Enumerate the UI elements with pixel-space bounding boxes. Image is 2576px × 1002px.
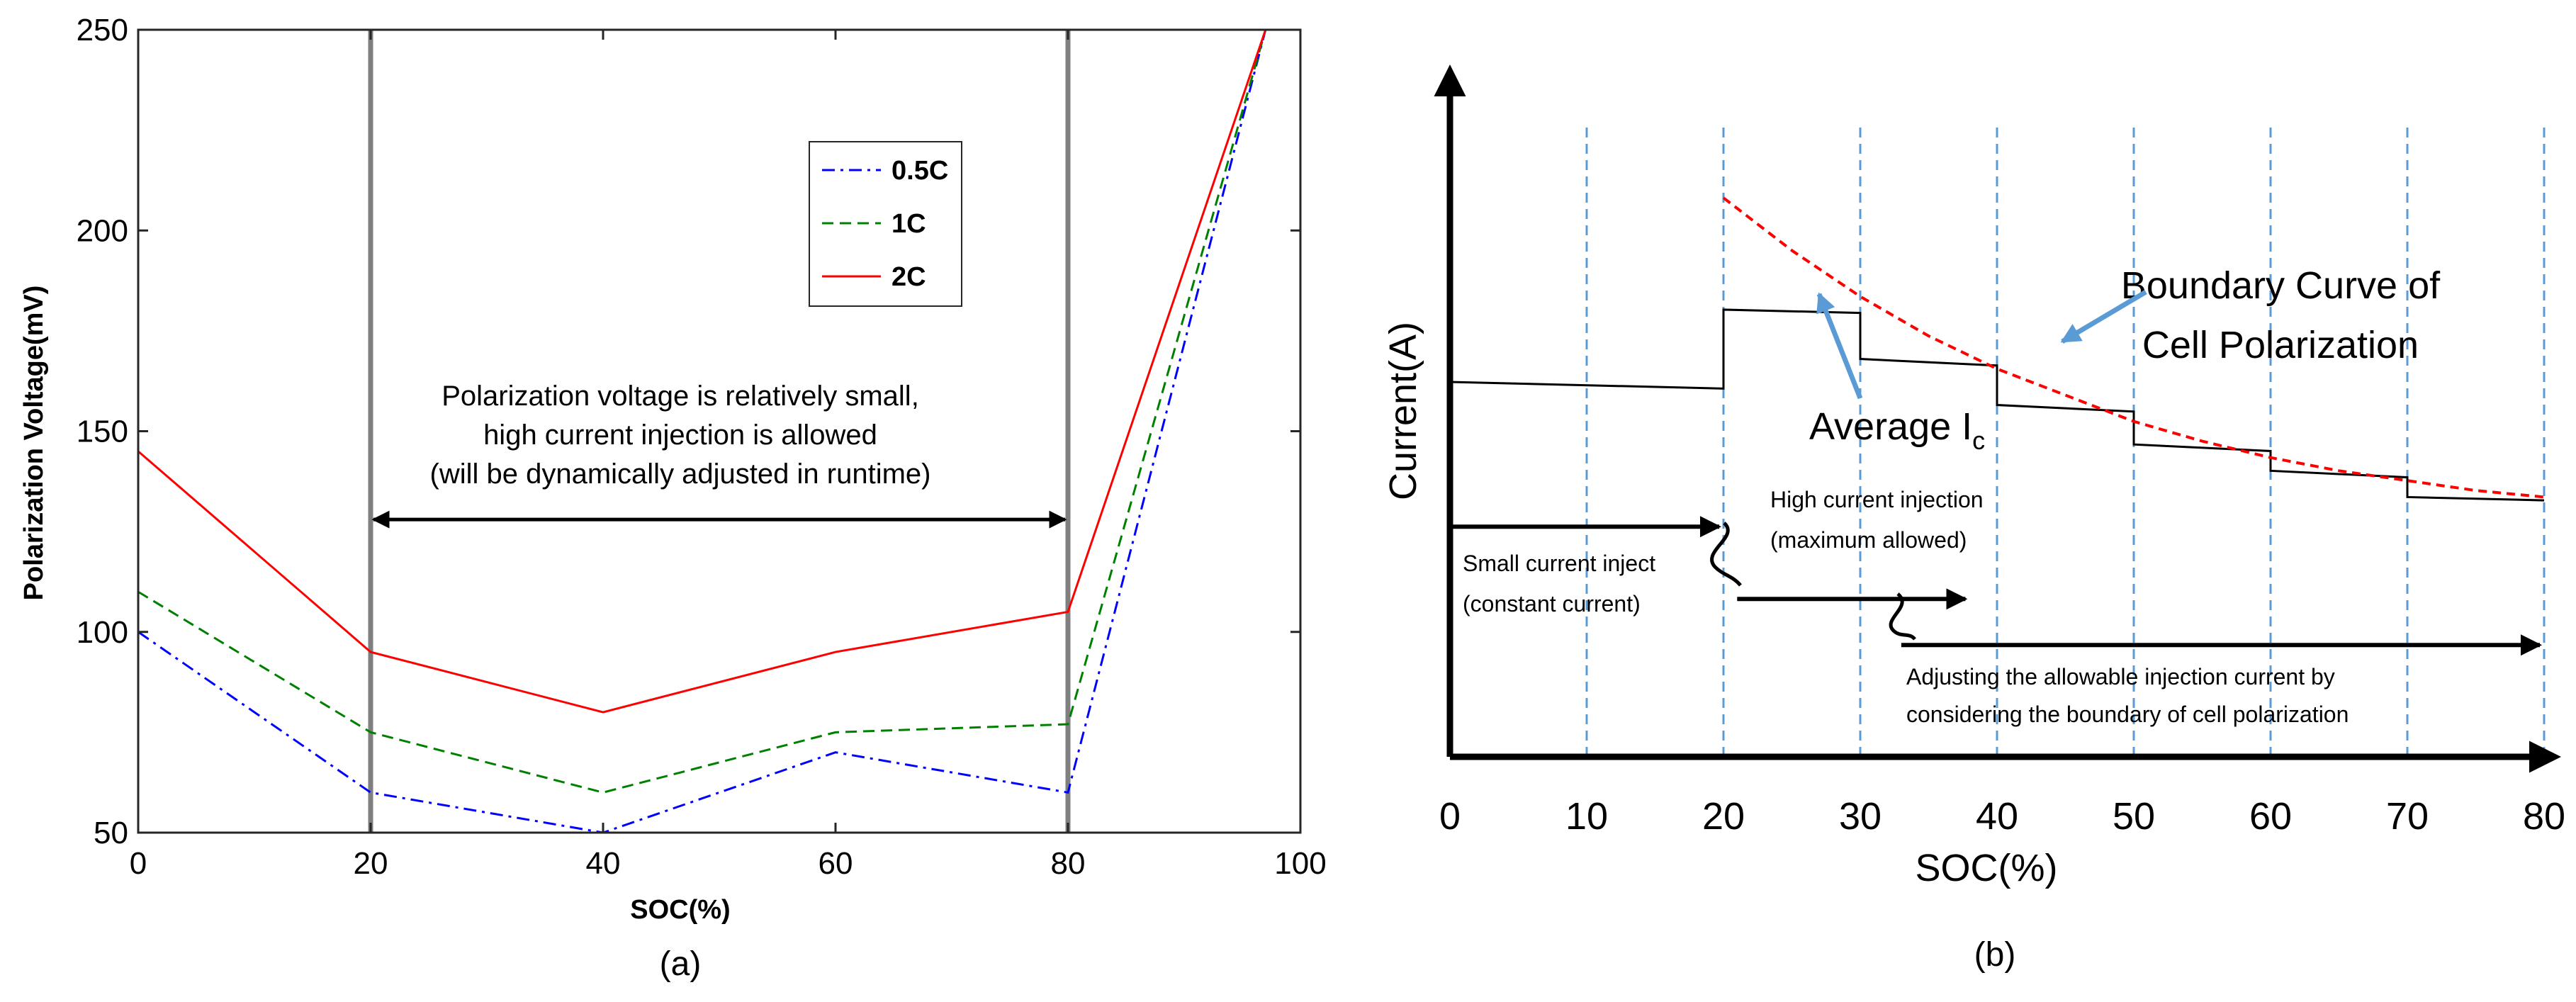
b-x-tick-labels: 0 10 20 30 40 50 60 70 80 [1439,795,2565,838]
b-adjust-label-line-1: Adjusting the allowable injection curren… [1906,664,2335,689]
b-step-connector-2 [1889,592,1916,641]
a-series-line-0.5C [137,29,1267,834]
panel-b: 0 10 20 30 40 50 60 70 80 SOC(%) Current(A) (b) … [1382,64,2565,974]
a-legend-label-0: 0.5C [892,156,948,186]
b-xlabel: SOC(%) [1916,847,2058,889]
b-boundary-label-line-2: Cell Polarization [2142,324,2419,366]
b-x-tick-label: 0 [1439,795,1461,838]
b-small-label-line-1: Small current inject [1463,551,1655,576]
b-x-tick-label: 20 [1702,795,1745,838]
b-boundary-curve [1722,196,2545,499]
a-legend: 0.5C 1C 2C [809,141,962,307]
b-x-tick-label: 80 [2523,795,2565,838]
a-annotation-line-1: high current injection is allowed [483,420,877,451]
b-boundary-pointer-arrow [2060,289,2147,344]
a-annotation-line-2: (will be dynamically adjusted in runtime… [430,458,931,490]
b-dashed-gridlines [1585,126,2546,757]
b-high-label-line-2: (maximum allowed) [1770,527,1967,553]
a-series-group [137,29,1267,834]
a-legend-label-1: 1C [892,209,926,239]
a-y-tick-label: 200 [77,213,128,248]
b-process-arrows [1450,516,2542,656]
b-high-label-line-1: High current injection [1770,487,1984,512]
a-y-tick-label: 150 [77,415,128,449]
b-average-label-sub: c [1972,426,1985,455]
b-boundary-label-line-1: Boundary Curve of [2121,264,2441,307]
b-x-tick-label: 30 [1839,795,1882,838]
b-x-tick-label: 50 [2113,795,2155,838]
a-xlabel: SOC(%) [630,895,730,925]
a-y-tick-label: 250 [77,13,128,47]
b-average-label-main: Average I [1809,405,1972,448]
a-series-line-1C [137,29,1267,794]
a-series-line-2C [137,29,1267,714]
a-caption: (a) [660,945,702,983]
a-y-tick-label: 50 [94,816,128,850]
a-x-tick-label: 60 [819,846,853,881]
b-average-pointer-arrow [1816,292,1863,400]
a-ylabel: Polarization Voltage(mV) [19,286,49,601]
b-x-tick-label: 70 [2386,795,2429,838]
panel-a: 0 20 40 60 80 100 50 100 150 200 250 SOC(%) Polar… [19,13,1327,983]
a-vertical-lines [368,30,1071,833]
b-ylabel: Current(A) [1382,322,1424,500]
a-x-tick-label: 0 [130,846,147,881]
b-x-tick-label: 10 [1565,795,1608,838]
a-x-tick-label: 40 [586,846,621,881]
a-y-tick-label: 100 [77,615,128,650]
b-adjust-label-line-2: considering the boundary of cell polariz… [1906,702,2349,727]
a-x-ticks: 0 20 40 60 80 100 [130,30,1327,881]
a-x-tick-label: 100 [1274,846,1326,881]
b-small-label-line-2: (constant current) [1463,591,1641,617]
a-x-tick-label: 80 [1051,846,1086,881]
b-x-tick-label: 40 [1976,795,2018,838]
a-x-tick-label: 20 [354,846,388,881]
b-x-tick-label: 60 [2249,795,2292,838]
a-y-ticks: 50 100 150 200 250 [77,13,1300,850]
a-annotation-line-0: Polarization voltage is relatively small… [441,381,919,412]
b-average-label: Average Ic [1809,405,1985,455]
a-annotation: Polarization voltage is relatively small… [371,381,1067,529]
b-step-connector-1 [1710,522,1742,587]
a-legend-label-2: 2C [892,262,926,292]
b-caption: (b) [1974,936,2016,974]
b-series-group [1449,196,2545,502]
